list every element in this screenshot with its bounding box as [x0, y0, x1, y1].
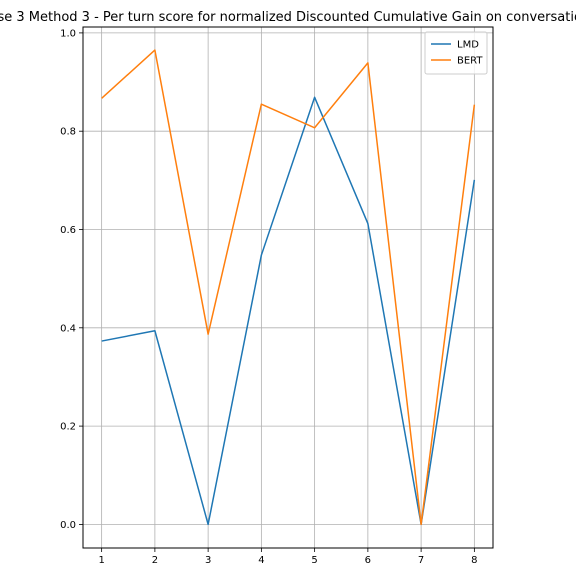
- y-tick-label: 1.0: [60, 28, 76, 39]
- legend-label-lmd: LMD: [457, 40, 479, 51]
- y-tick-label: 0.6: [60, 225, 76, 236]
- x-tick-label: 7: [418, 555, 424, 566]
- x-tick-label: 8: [471, 555, 477, 566]
- x-axis: 1 2 3 4 5 6 7 8: [98, 548, 478, 566]
- legend-box: [424, 31, 488, 75]
- legend-label-bert: BERT: [457, 56, 483, 67]
- x-tick-label: 4: [258, 555, 264, 566]
- series-line-bert: [101, 49, 476, 526]
- legend: LMD BERT: [424, 31, 488, 75]
- x-tick-label: 1: [98, 555, 104, 566]
- plot-frame: [82, 26, 494, 549]
- x-tick-label: 5: [311, 555, 317, 566]
- x-tick-label: 6: [365, 555, 371, 566]
- y-tick-label: 0.2: [60, 422, 76, 433]
- y-tick-label: 0.0: [60, 520, 76, 531]
- series-group: [101, 49, 476, 526]
- x-tick-label: 3: [205, 555, 211, 566]
- y-tick-label: 0.4: [60, 323, 76, 334]
- series-line-lmd: [101, 96, 476, 526]
- y-tick-label: 0.8: [60, 127, 76, 138]
- chart-title: Phase 3 Method 3 - Per turn score for no…: [0, 10, 576, 25]
- grid-lines: [83, 27, 493, 548]
- x-tick-label: 2: [152, 555, 158, 566]
- y-axis: 0.0 0.2 0.4 0.6 0.8 1.0: [60, 28, 83, 531]
